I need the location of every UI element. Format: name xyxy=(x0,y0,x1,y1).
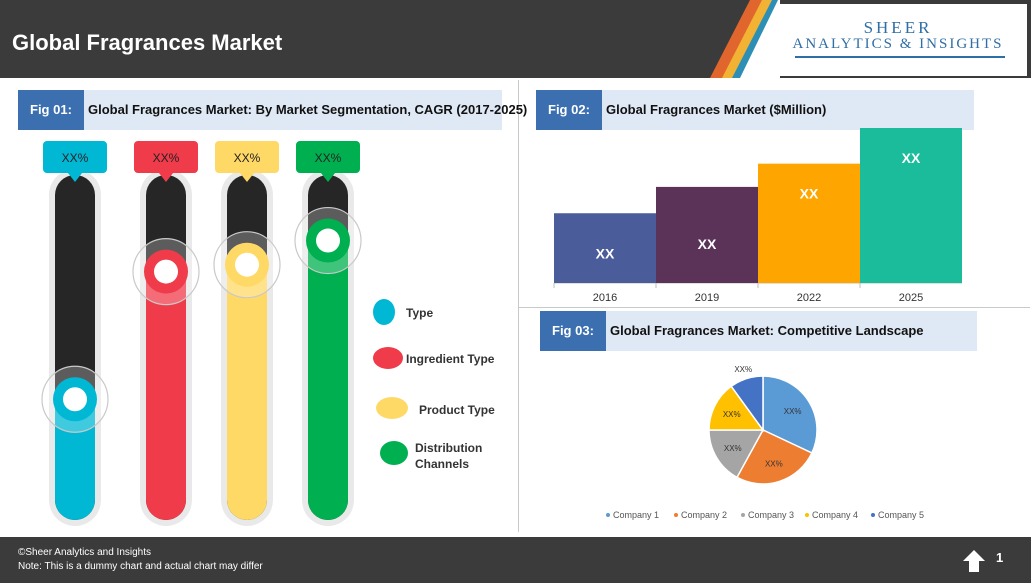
pie-legend-label: Company 4 xyxy=(812,510,858,520)
pie-data-label: XX% xyxy=(724,444,742,453)
value-label: XX% xyxy=(153,151,180,165)
legend-label-ingredient: Ingredient Type xyxy=(406,352,495,366)
value-callout-pointer xyxy=(68,173,82,182)
value-callout xyxy=(215,141,279,173)
pie-slice-3 xyxy=(708,429,765,479)
thermometer-1: XX% xyxy=(41,141,109,526)
legend-dot xyxy=(741,513,745,517)
vertical-divider xyxy=(518,80,519,532)
value-label: XX% xyxy=(62,151,89,165)
value-label: XX% xyxy=(315,151,342,165)
footer-copyright: ©Sheer Analytics and Insights xyxy=(18,547,151,558)
page-title: Global Fragrances Market xyxy=(12,30,283,55)
thermometer-fill xyxy=(308,240,348,521)
legend-dot xyxy=(674,513,678,517)
fig1-header: Fig 01: Global Fragrances Market: By Mar… xyxy=(18,90,527,130)
thermometer-3: XX% xyxy=(213,141,281,526)
bar-data-label: XX xyxy=(698,236,717,252)
legend-marker-distribution xyxy=(380,441,408,465)
thermometer-fill xyxy=(227,264,267,520)
bar-data-label: XX xyxy=(902,150,921,166)
horizontal-divider xyxy=(518,307,1030,308)
pie-legend-label: Company 2 xyxy=(681,510,727,520)
fig2-tag: Fig 02: xyxy=(536,90,602,130)
thermometer-knob-center xyxy=(63,387,87,412)
pie-slice-5 xyxy=(730,375,764,433)
legend-dot xyxy=(871,513,875,517)
thermometer-knob-center xyxy=(235,252,259,277)
bar-data-label: XX xyxy=(596,245,615,261)
fig1-legend-markers xyxy=(373,299,408,465)
bar-2019 xyxy=(656,186,758,283)
brand-logo-area xyxy=(778,4,1027,76)
pie-legend-label: Company 5 xyxy=(878,510,924,520)
fig1-tag: Fig 01: xyxy=(18,90,84,130)
thermometer-knob-center xyxy=(154,259,178,284)
fig2-header: Fig 02: Global Fragrances Market ($Milli… xyxy=(536,90,974,130)
fig1-title: Global Fragrances Market: By Market Segm… xyxy=(88,102,528,117)
pie-data-label: XX% xyxy=(723,410,741,419)
pie-slice-1 xyxy=(762,375,818,454)
x-tick-label: 2022 xyxy=(797,292,821,304)
value-callout xyxy=(43,141,107,173)
bar-data-label: XX xyxy=(800,186,819,202)
value-callout-pointer xyxy=(321,173,335,182)
footer-bar: ©Sheer Analytics and Insights Note: This… xyxy=(0,537,1031,583)
x-tick-label: 2025 xyxy=(899,292,923,304)
brand-name-sheer: SHEER xyxy=(863,18,933,37)
pie-legend-label: Company 3 xyxy=(748,510,794,520)
thermometer-fill xyxy=(55,399,95,520)
fig1-thermometer-chart: XX% XX% XX% XX% xyxy=(41,141,362,526)
brand-underline xyxy=(795,56,1005,58)
home-up-arrow-icon[interactable] xyxy=(962,549,986,573)
legend-label-distribution: Distribution Channels xyxy=(415,441,483,471)
value-callout xyxy=(134,141,198,173)
value-callout-pointer xyxy=(159,173,173,182)
value-callout-pointer xyxy=(240,173,254,182)
bar-2016 xyxy=(554,213,656,283)
brand-diagonal xyxy=(740,0,780,78)
fig3-pie-chart: XX% XX% XX% XX% XX% Company 1 Company 2 Company… xyxy=(606,365,924,520)
legend-dot xyxy=(606,513,610,517)
x-tick-label: 2019 xyxy=(695,292,719,304)
fig3-tag: Fig 03: xyxy=(540,311,606,351)
legend-dot xyxy=(805,513,809,517)
pie-data-label: XX% xyxy=(784,407,802,416)
bar-2025 xyxy=(860,128,962,283)
footer-note: Note: This is a dummy chart and actual c… xyxy=(18,561,263,572)
page-number: 1 xyxy=(996,550,1004,565)
legend-marker-type xyxy=(373,299,395,325)
pie-slice-4 xyxy=(708,385,765,431)
value-label: XX% xyxy=(234,151,261,165)
legend-marker-ingredient xyxy=(373,347,403,369)
legend-label-product: Product Type xyxy=(419,403,495,417)
fig3-title: Global Fragrances Market: Competitive La… xyxy=(610,323,924,338)
brand-name-analytics: ANALYTICS & INSIGHTS xyxy=(792,36,1004,52)
fig3-header: Fig 03: Global Fragrances Market: Compet… xyxy=(540,311,977,351)
thermometer-2: XX% xyxy=(132,141,200,526)
header-bar: Global Fragrances Market SHEER ANALYTICS… xyxy=(0,0,1031,78)
legend-marker-product xyxy=(376,397,408,419)
fig2-title: Global Fragrances Market ($Million) xyxy=(606,102,827,117)
thermometer-knob-center xyxy=(316,228,340,253)
pie-data-label: XX% xyxy=(734,365,752,374)
x-tick-label: 2016 xyxy=(593,292,617,304)
bar-2022 xyxy=(758,163,860,283)
fig2-bar-chart: XX 2016 XX 2019 XX 2022 XX 2025 xyxy=(553,128,962,304)
pie-legend-label: Company 1 xyxy=(613,510,659,520)
value-callout xyxy=(296,141,360,173)
legend-label-type: Type xyxy=(406,306,434,320)
pie-data-label: XX% xyxy=(765,459,783,468)
thermometer-4: XX% xyxy=(294,141,362,526)
thermometer-fill xyxy=(146,271,186,520)
